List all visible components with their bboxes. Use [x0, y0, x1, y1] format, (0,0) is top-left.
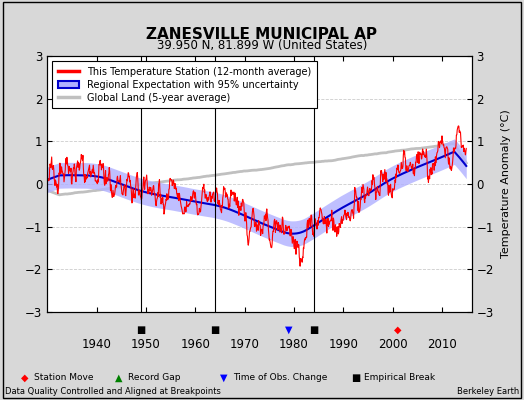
Text: Berkeley Earth: Berkeley Earth [456, 387, 519, 396]
Text: Data Quality Controlled and Aligned at Breakpoints: Data Quality Controlled and Aligned at B… [5, 387, 221, 396]
Text: 1950: 1950 [131, 338, 161, 351]
Text: 1980: 1980 [279, 338, 309, 351]
Text: Empirical Break: Empirical Break [364, 374, 435, 382]
Text: 1970: 1970 [230, 338, 259, 351]
Legend: This Temperature Station (12-month average), Regional Expectation with 95% uncer: This Temperature Station (12-month avera… [52, 61, 317, 108]
Text: 1960: 1960 [180, 338, 210, 351]
Text: ◆: ◆ [394, 325, 401, 335]
Text: Record Gap: Record Gap [128, 374, 181, 382]
Text: ■: ■ [351, 373, 361, 383]
Text: ▼: ▼ [285, 325, 293, 335]
Text: 39.950 N, 81.899 W (United States): 39.950 N, 81.899 W (United States) [157, 39, 367, 52]
Text: ■: ■ [210, 325, 220, 335]
Text: ■: ■ [136, 325, 146, 335]
Text: 2010: 2010 [427, 338, 457, 351]
Text: 1940: 1940 [82, 338, 112, 351]
Text: Station Move: Station Move [34, 374, 94, 382]
Text: ▲: ▲ [115, 373, 123, 383]
Text: ■: ■ [309, 325, 318, 335]
Text: 2000: 2000 [378, 338, 408, 351]
Y-axis label: Temperature Anomaly (°C): Temperature Anomaly (°C) [501, 110, 511, 258]
Text: ZANESVILLE MUNICIPAL AP: ZANESVILLE MUNICIPAL AP [147, 27, 377, 42]
Text: ◆: ◆ [21, 373, 28, 383]
Text: 1990: 1990 [329, 338, 358, 351]
Text: Time of Obs. Change: Time of Obs. Change [233, 374, 328, 382]
Text: ▼: ▼ [220, 373, 227, 383]
